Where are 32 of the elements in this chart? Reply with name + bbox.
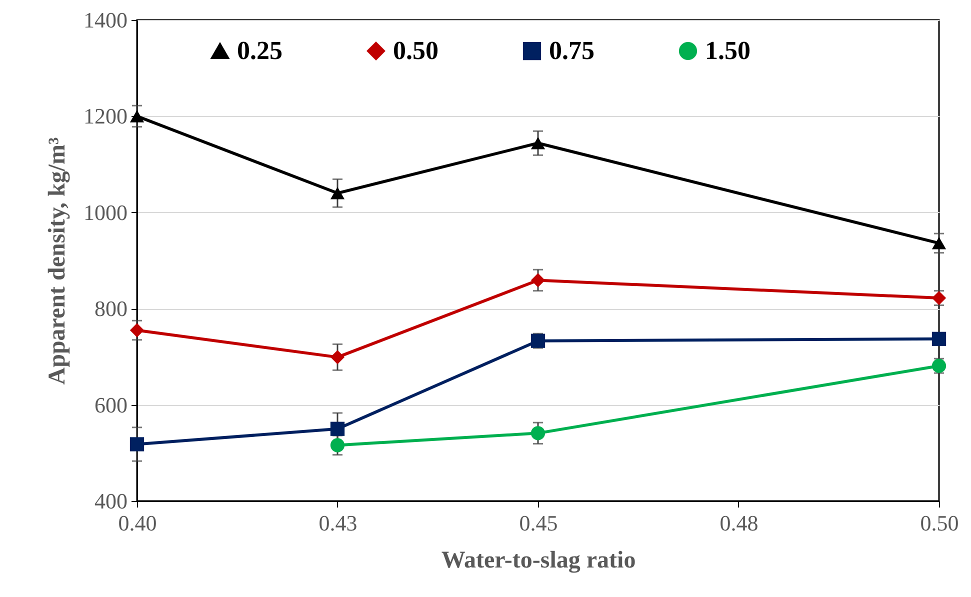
point	[130, 323, 144, 338]
legend-label: 0.25	[237, 36, 282, 65]
y-tick-label: 1400	[84, 8, 128, 32]
x-tick-label: 0.40	[118, 510, 157, 536]
y-tick-label: 800	[94, 296, 128, 322]
legend-label: 0.50	[393, 36, 438, 65]
legend-label: 1.50	[705, 36, 750, 65]
point	[330, 422, 345, 436]
point	[932, 290, 946, 306]
point	[530, 137, 546, 150]
legend-label: 0.75	[549, 36, 594, 65]
y-tick-label: 1200	[84, 104, 128, 129]
y-tick-label: 1000	[84, 200, 128, 225]
point	[130, 437, 144, 452]
x-tick-label: 0.48	[720, 510, 758, 536]
point	[530, 334, 546, 348]
x-tick-label: 0.43	[318, 510, 358, 536]
point	[330, 187, 345, 200]
x-axis-title: Water-to-slag ratio	[441, 548, 636, 574]
point	[932, 332, 946, 346]
y-tick-label: 400	[94, 488, 128, 514]
x-tick-label: 0.50	[920, 510, 959, 536]
y-tick-label: 600	[94, 392, 128, 418]
point	[530, 273, 546, 288]
point	[330, 350, 345, 364]
y-axis-title: Apparent density, kg/m³	[44, 137, 70, 385]
point	[130, 110, 144, 122]
point	[932, 237, 946, 250]
point	[330, 438, 345, 452]
point	[530, 426, 546, 440]
point	[932, 358, 946, 373]
x-tick-label: 0.45	[519, 510, 558, 536]
